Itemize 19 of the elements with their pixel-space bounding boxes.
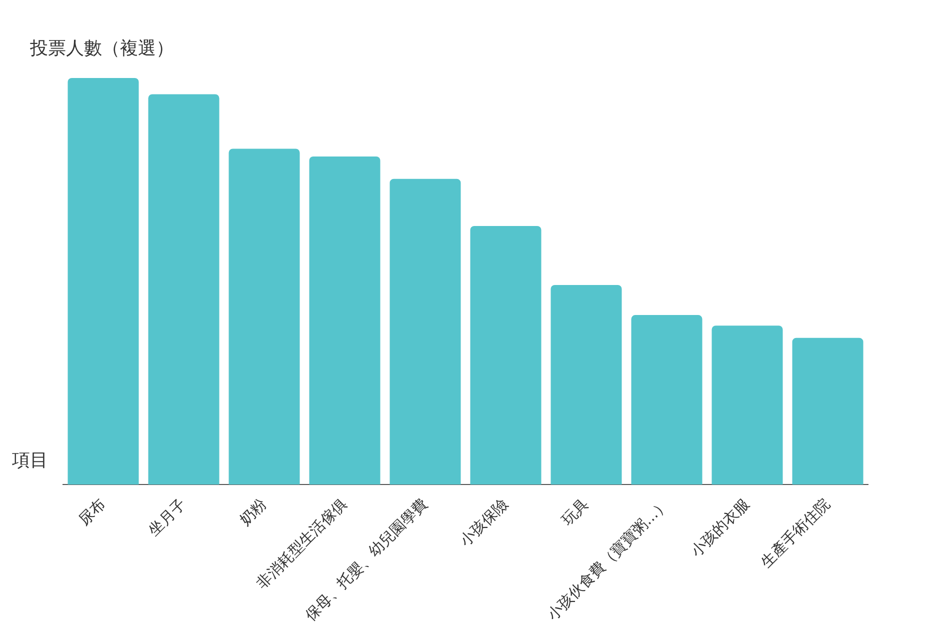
x-axis-title: 項目 <box>12 449 48 472</box>
bar <box>550 284 622 485</box>
bar <box>792 338 864 485</box>
bar <box>390 178 461 485</box>
x-tick-label: 生產手術住院 <box>756 494 834 572</box>
bar <box>309 156 380 485</box>
x-tick-label: 奶粉 <box>236 494 270 529</box>
x-tick-label: 小孩的衣服 <box>687 494 753 561</box>
bar <box>631 315 702 485</box>
bar <box>68 78 139 485</box>
x-tick-label: 尿布 <box>74 494 109 529</box>
bar <box>712 326 783 485</box>
y-axis-title: 投票人數（複選） <box>30 37 174 60</box>
bar <box>470 226 542 485</box>
x-tick-label: 小孩保險 <box>456 494 512 550</box>
x-tick-label: 坐月子 <box>144 494 190 540</box>
bar <box>148 94 220 485</box>
x-tick-label: 玩具 <box>558 494 592 529</box>
bar <box>228 148 300 485</box>
